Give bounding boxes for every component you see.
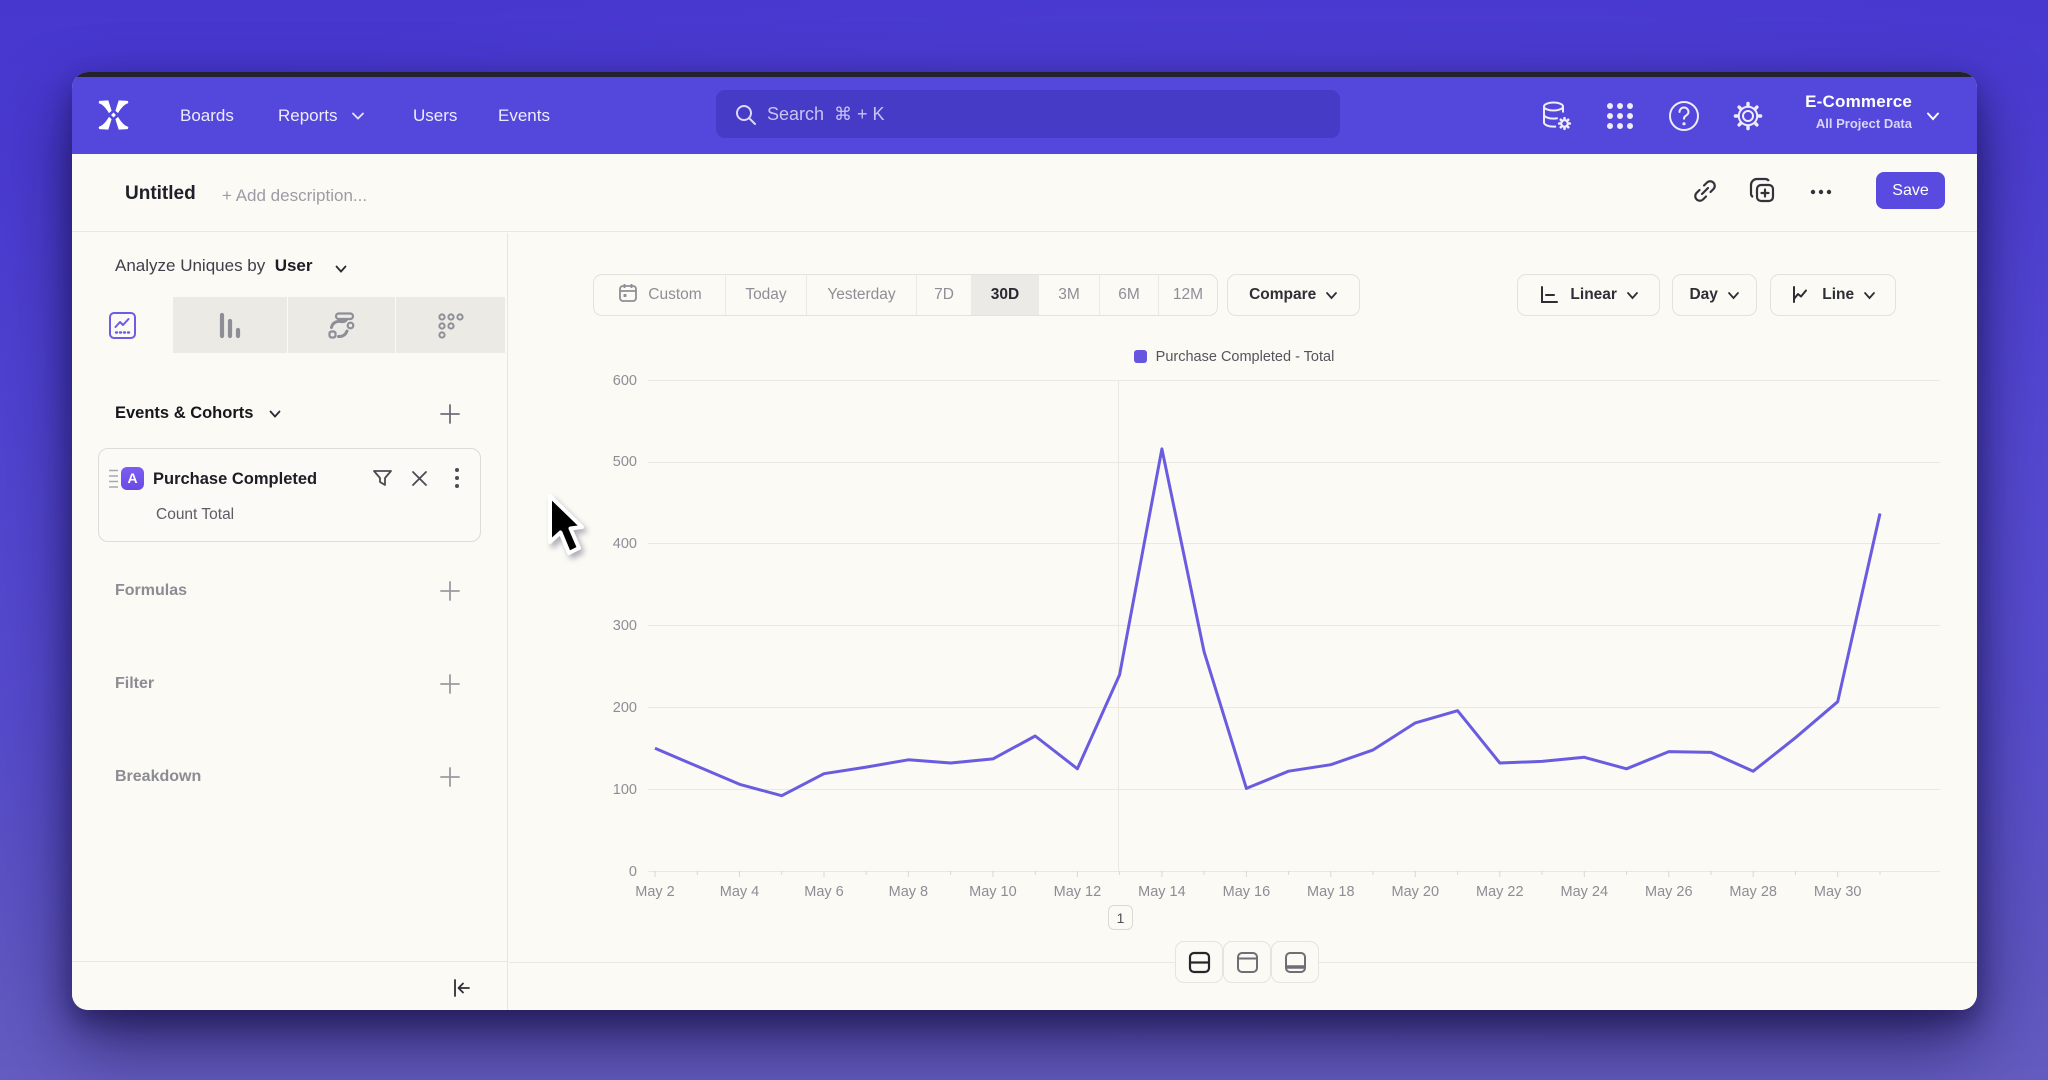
svg-text:0: 0 bbox=[629, 864, 637, 880]
svg-text:May 6: May 6 bbox=[804, 884, 844, 900]
svg-text:300: 300 bbox=[613, 618, 637, 634]
svg-text:200: 200 bbox=[613, 700, 637, 716]
svg-text:May 4: May 4 bbox=[720, 884, 760, 900]
svg-text:May 22: May 22 bbox=[1476, 884, 1524, 900]
svg-text:May 24: May 24 bbox=[1561, 884, 1609, 900]
svg-text:May 12: May 12 bbox=[1054, 884, 1102, 900]
svg-text:May 16: May 16 bbox=[1223, 884, 1271, 900]
svg-text:May 8: May 8 bbox=[889, 884, 929, 900]
svg-text:May 20: May 20 bbox=[1392, 884, 1440, 900]
svg-text:May 30: May 30 bbox=[1814, 884, 1862, 900]
svg-text:400: 400 bbox=[613, 536, 637, 552]
svg-text:May 14: May 14 bbox=[1138, 884, 1186, 900]
svg-text:May 26: May 26 bbox=[1645, 884, 1693, 900]
svg-text:May 2: May 2 bbox=[635, 884, 675, 900]
svg-text:May 10: May 10 bbox=[969, 884, 1017, 900]
svg-text:May 18: May 18 bbox=[1307, 884, 1355, 900]
svg-text:May 28: May 28 bbox=[1729, 884, 1777, 900]
svg-text:600: 600 bbox=[613, 373, 637, 389]
svg-text:500: 500 bbox=[613, 454, 637, 470]
svg-text:100: 100 bbox=[613, 782, 637, 798]
